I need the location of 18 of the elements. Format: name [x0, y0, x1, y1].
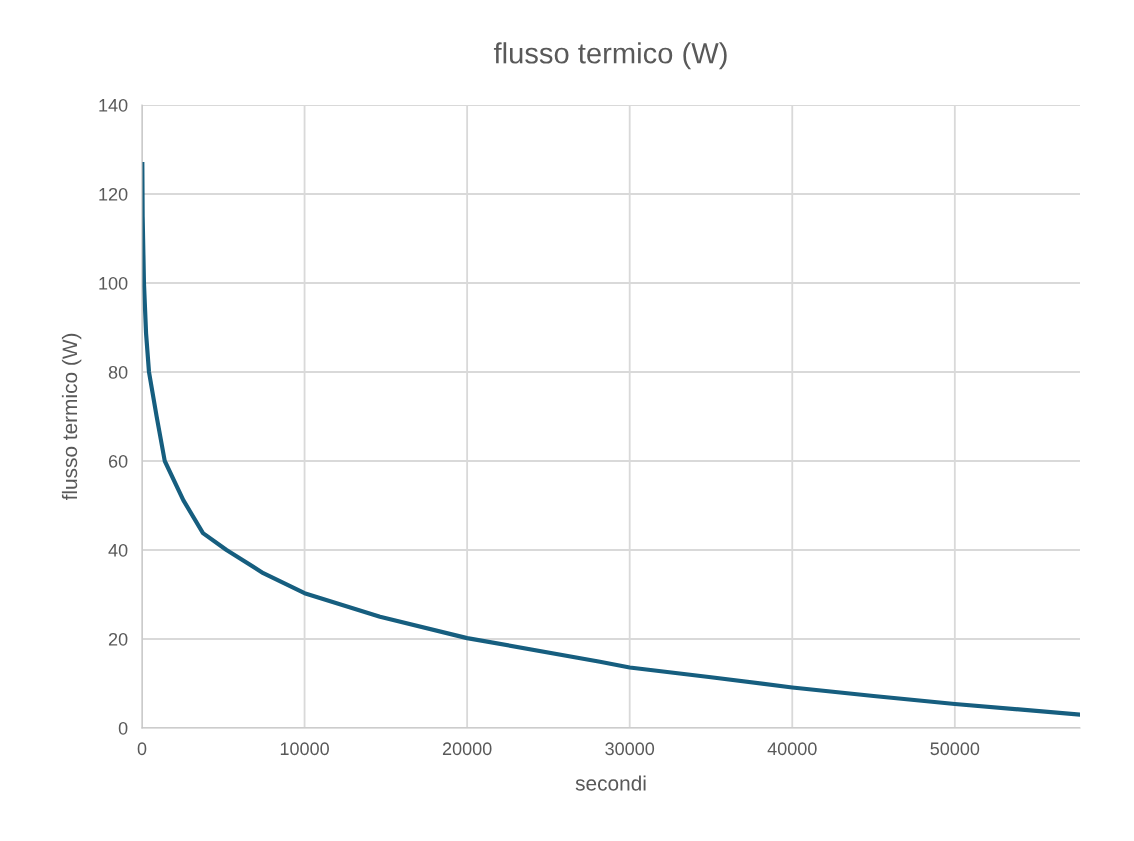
y-tick-label: 60: [108, 454, 128, 468]
x-tick-label: 30000: [605, 742, 655, 756]
x-tick-label: 10000: [280, 742, 329, 756]
y-tick-label: 20: [108, 632, 128, 646]
y-axis-title: flusso termico (W): [61, 333, 82, 501]
chart-title: flusso termico (W): [493, 42, 727, 70]
x-tick-label: 0: [137, 742, 147, 756]
y-tick-label: 80: [108, 365, 128, 379]
y-tick-label: 140: [99, 98, 128, 112]
x-axis-title: secondi: [575, 775, 646, 791]
y-tick-label: 100: [99, 276, 128, 290]
x-tick-label: 50000: [930, 742, 980, 756]
y-tick-label: 120: [99, 187, 128, 201]
x-tick-label: 40000: [767, 742, 817, 756]
x-tick-label: 20000: [442, 742, 492, 756]
y-tick-label: 40: [108, 543, 128, 557]
y-tick-label: 0: [118, 721, 128, 735]
line-series: [142, 162, 1080, 717]
